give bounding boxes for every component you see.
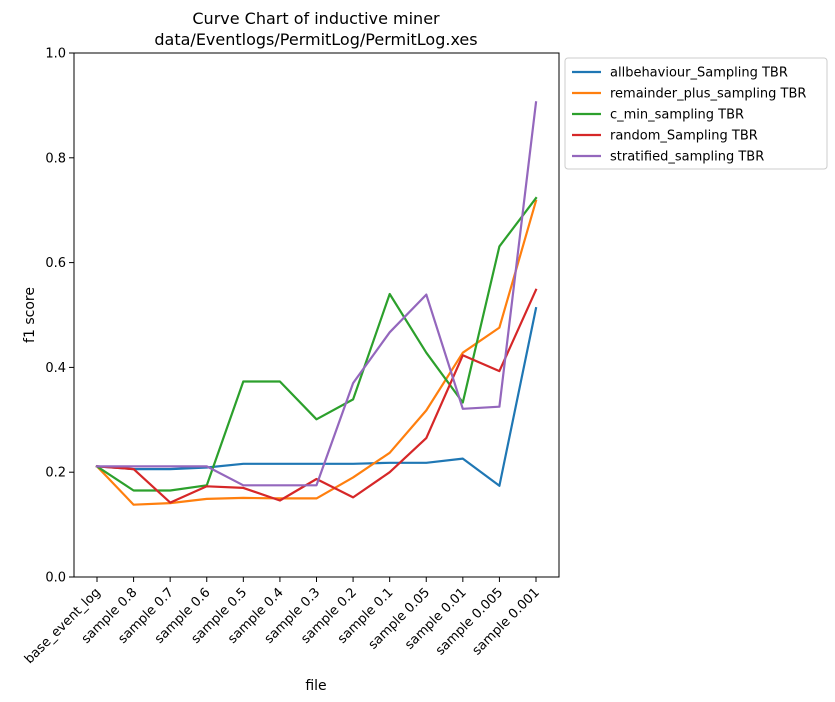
legend-label: stratified_sampling TBR bbox=[610, 150, 764, 165]
legend-box bbox=[564, 57, 828, 170]
y-tick-label: 0.0 bbox=[45, 571, 66, 586]
y-tick-label: 0.8 bbox=[45, 151, 66, 166]
legend-label: remainder_plus_sampling TBR bbox=[610, 87, 806, 102]
x-axis-label: file bbox=[305, 678, 326, 694]
series-line-1 bbox=[95, 306, 538, 487]
series-line-3 bbox=[95, 196, 538, 492]
y-tick-label: 0.4 bbox=[45, 361, 66, 376]
legend-label: c_min_sampling TBR bbox=[610, 108, 744, 123]
legend: allbehaviour_Sampling TBR remainder_plus_… bbox=[564, 57, 828, 170]
y-tick-label: 0.6 bbox=[45, 256, 66, 271]
plot-frame bbox=[73, 52, 560, 578]
x-tick-label: sample 0.001 bbox=[470, 585, 543, 658]
series-line-5 bbox=[95, 101, 538, 487]
series-line-2 bbox=[95, 199, 538, 506]
series-line-4 bbox=[95, 288, 538, 504]
y-tick-label: 1.0 bbox=[45, 47, 66, 62]
legend-label: allbehaviour_Sampling TBR bbox=[610, 66, 788, 81]
chart-title-line-1: Curve Chart of inductive miner bbox=[192, 9, 440, 28]
legend-label: random_Sampling TBR bbox=[610, 129, 758, 144]
chart-title-line-2: data/Eventlogs/PermitLog/PermitLog.xes bbox=[154, 30, 477, 49]
y-tick-label: 0.2 bbox=[45, 466, 66, 481]
y-axis-label: f1 score bbox=[22, 287, 38, 343]
